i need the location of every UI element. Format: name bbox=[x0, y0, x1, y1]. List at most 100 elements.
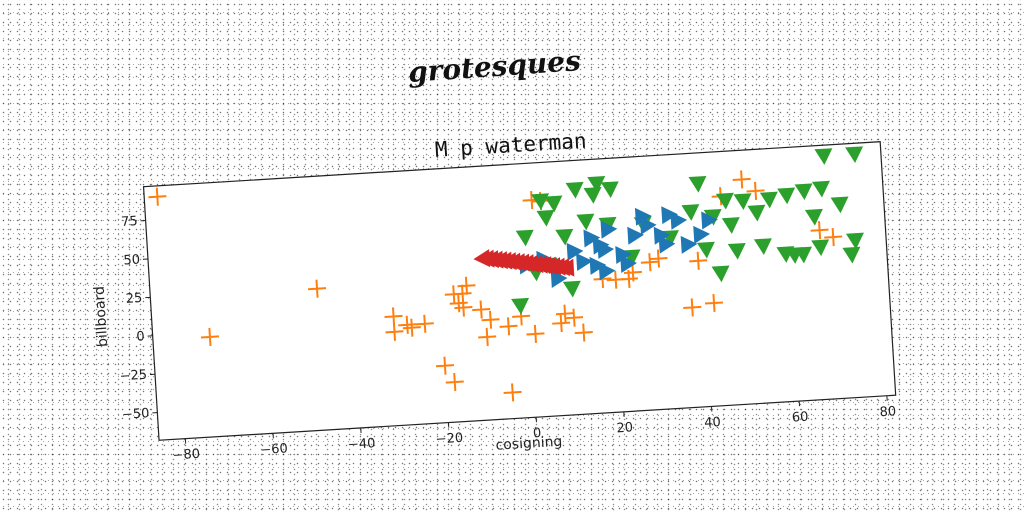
data-point-plus bbox=[415, 314, 434, 333]
figure-suptitle: grotesques bbox=[407, 44, 582, 89]
data-marks bbox=[148, 146, 864, 402]
data-point-plus bbox=[689, 251, 708, 270]
data-point-plus bbox=[148, 187, 167, 206]
x-tick-label: −40 bbox=[348, 436, 376, 453]
data-point-triangle-down bbox=[811, 180, 830, 198]
data-point-plus bbox=[478, 327, 497, 346]
data-point-triangle-down bbox=[830, 196, 849, 214]
data-point-triangle-right bbox=[661, 206, 678, 225]
data-point-triangle-right bbox=[576, 253, 593, 272]
data-point-triangle-down bbox=[696, 241, 715, 259]
data-point-triangle-down bbox=[733, 193, 752, 210]
data-point-triangle-down bbox=[688, 175, 707, 193]
y-tick-label: −25 bbox=[119, 368, 147, 385]
data-point-triangle-right bbox=[639, 216, 657, 235]
data-point-triangle-right bbox=[658, 235, 676, 254]
data-point-plus bbox=[824, 228, 843, 247]
plot-frame bbox=[142, 141, 897, 441]
data-point-triangle-right bbox=[550, 270, 568, 289]
data-point-plus bbox=[307, 279, 327, 298]
x-tick-label: 60 bbox=[792, 410, 809, 426]
data-point-triangle-down bbox=[555, 228, 574, 246]
tick-layer: −80 −60 −40 −20 0 20 40 60 80 75 50 25 0 −25 −50 bbox=[119, 214, 896, 464]
data-point-triangle-right bbox=[680, 235, 698, 254]
data-point-plus bbox=[472, 300, 491, 319]
data-point-triangle-down bbox=[753, 238, 772, 255]
data-point-triangle-down bbox=[536, 209, 555, 227]
data-point-plus bbox=[640, 253, 659, 272]
data-point-triangle-down bbox=[562, 280, 581, 298]
data-point-triangle-down bbox=[515, 229, 534, 247]
data-point-triangle-right bbox=[653, 226, 671, 245]
data-point-triangle-right bbox=[615, 246, 632, 265]
data-point-triangle-right bbox=[597, 240, 615, 259]
data-point-triangle-down bbox=[544, 195, 563, 213]
y-tick-label: 50 bbox=[123, 252, 140, 268]
data-point-triangle-right bbox=[627, 226, 645, 245]
series-plus bbox=[148, 170, 843, 402]
data-point-plus bbox=[649, 249, 668, 268]
y-axis-label: billboard bbox=[92, 286, 112, 348]
data-point-triangle-down bbox=[804, 208, 823, 226]
data-point-triangle-right bbox=[600, 220, 618, 239]
data-point-triangle-down bbox=[814, 148, 833, 165]
data-point-plus bbox=[555, 304, 575, 323]
data-point-plus bbox=[526, 324, 545, 344]
x-tick-label: 40 bbox=[704, 415, 721, 431]
data-point-triangle-right bbox=[566, 242, 584, 261]
data-point-triangle-right bbox=[693, 225, 710, 244]
data-point-triangle-right bbox=[670, 211, 688, 230]
data-point-plus bbox=[435, 356, 455, 375]
data-point-plus bbox=[453, 284, 472, 303]
data-point-plus bbox=[574, 323, 593, 342]
data-point-triangle-down bbox=[777, 187, 796, 205]
x-axis-label: cosigning bbox=[495, 434, 563, 454]
data-point-plus bbox=[565, 308, 584, 327]
data-point-triangle-down bbox=[794, 246, 812, 264]
series-triangle-left bbox=[473, 249, 575, 277]
data-point-plus bbox=[398, 315, 417, 334]
data-point-plus bbox=[623, 263, 642, 282]
x-tick-label: −60 bbox=[260, 441, 288, 458]
data-point-plus bbox=[449, 294, 468, 313]
data-point-plus bbox=[503, 383, 522, 402]
data-point-triangle-down bbox=[721, 217, 740, 234]
x-tick-label: 20 bbox=[616, 420, 633, 436]
data-point-triangle-down bbox=[511, 297, 530, 315]
data-point-plus bbox=[481, 310, 500, 329]
data-point-triangle-down bbox=[794, 183, 813, 201]
data-point-triangle-down bbox=[845, 232, 864, 250]
data-point-plus bbox=[683, 298, 702, 317]
x-tick-label: −80 bbox=[172, 447, 200, 464]
data-point-plus bbox=[200, 327, 219, 346]
data-point-plus bbox=[457, 276, 476, 295]
data-point-triangle-down bbox=[681, 204, 700, 221]
data-point-plus bbox=[810, 221, 829, 240]
data-point-triangle-down bbox=[727, 242, 746, 260]
data-point-triangle-right bbox=[634, 207, 652, 226]
plot-axes: −80 −60 −40 −20 0 20 40 60 80 75 50 25 0 −25 −50 M p w… bbox=[92, 129, 897, 464]
x-tick-label: 80 bbox=[879, 404, 896, 420]
data-point-plus bbox=[746, 181, 765, 200]
data-point-triangle-down bbox=[600, 181, 619, 199]
y-tick-label: 0 bbox=[136, 329, 145, 344]
data-point-plus bbox=[402, 318, 421, 337]
y-tick-label: 25 bbox=[125, 291, 142, 307]
data-point-plus bbox=[499, 317, 518, 336]
series-triangle-right bbox=[519, 206, 718, 289]
data-point-triangle-down bbox=[587, 175, 606, 193]
data-point-triangle-right bbox=[701, 211, 718, 230]
data-point-triangle-left bbox=[557, 258, 575, 277]
data-point-triangle-right bbox=[598, 262, 616, 281]
data-point-triangle-down bbox=[576, 213, 595, 231]
data-point-plus bbox=[384, 307, 403, 326]
data-point-triangle-down bbox=[747, 204, 766, 222]
data-point-triangle-down bbox=[565, 181, 584, 199]
data-point-triangle-right bbox=[620, 254, 637, 273]
y-tick-label: 75 bbox=[121, 214, 138, 230]
data-point-triangle-right bbox=[589, 256, 607, 275]
data-point-triangle-down bbox=[759, 191, 778, 209]
data-point-triangle-right bbox=[583, 229, 601, 248]
data-point-plus bbox=[704, 293, 724, 313]
